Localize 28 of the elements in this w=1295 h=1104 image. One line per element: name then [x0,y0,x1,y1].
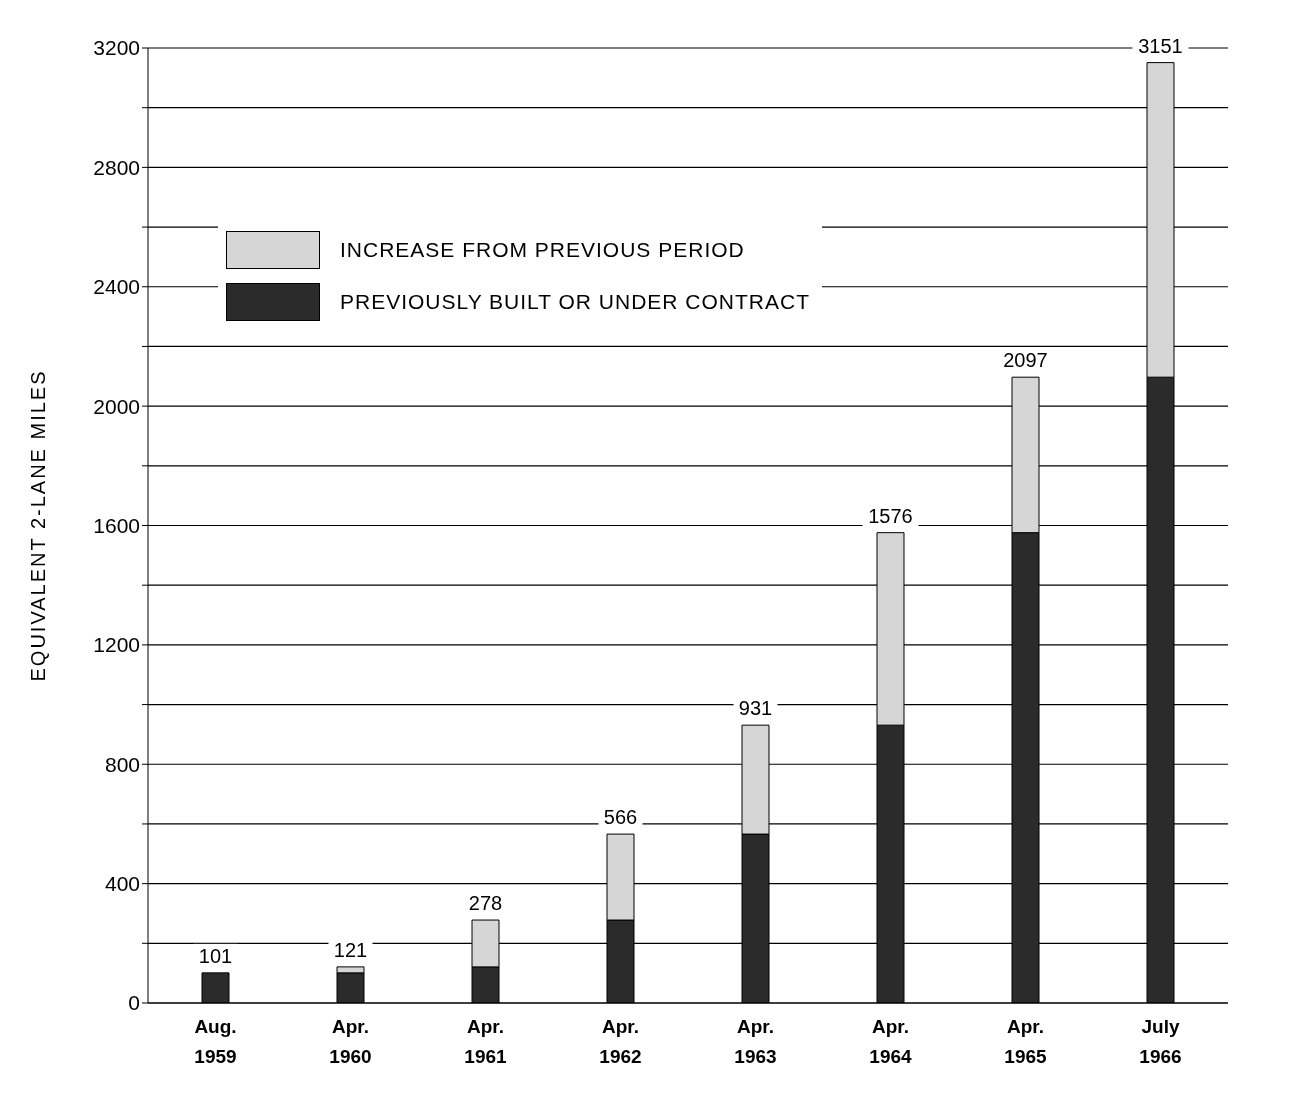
total-label: 101 [198,944,233,967]
y-tick-label: 2000 [93,394,140,418]
x-tick-label: Apr. 1963 [734,1016,777,1067]
x-tick-label: Apr. 1961 [464,1016,508,1067]
y-tick-label: 1200 [93,633,140,657]
y-tick-label: 3200 [93,36,140,60]
total-label: 2097 [1003,349,1048,372]
total-label: 931 [738,697,773,720]
total-label: 1576 [868,504,913,527]
total-label: 566 [603,806,638,829]
y-tick-label: 1600 [93,513,140,537]
x-tick-label: Apr. 1964 [869,1016,913,1067]
x-tick-label: Apr. 1960 [329,1016,372,1067]
y-tick-label: 800 [104,752,140,776]
x-tick-label: Aug. 1959 [194,1016,237,1067]
total-label: 3151 [1138,34,1183,57]
total-label: 278 [468,892,503,915]
y-tick-label: 400 [104,872,140,896]
y-tick-label: 2400 [93,275,140,299]
x-tick-label: Apr. 1962 [599,1016,642,1067]
total-label: 121 [333,938,368,961]
y-tick-label: 2800 [93,155,140,179]
y-tick-label: 0 [128,991,140,1015]
x-tick-label: July 1966 [1139,1016,1182,1067]
legend-label: INCREASE FROM PREVIOUS PERIOD [340,238,745,262]
x-tick-label: Apr. 1965 [1004,1016,1048,1067]
legend-label: PREVIOUSLY BUILT OR UNDER CONTRACT [340,290,811,314]
y-axis-title: EQUIVALENT 2-LANE MILES [27,369,50,682]
